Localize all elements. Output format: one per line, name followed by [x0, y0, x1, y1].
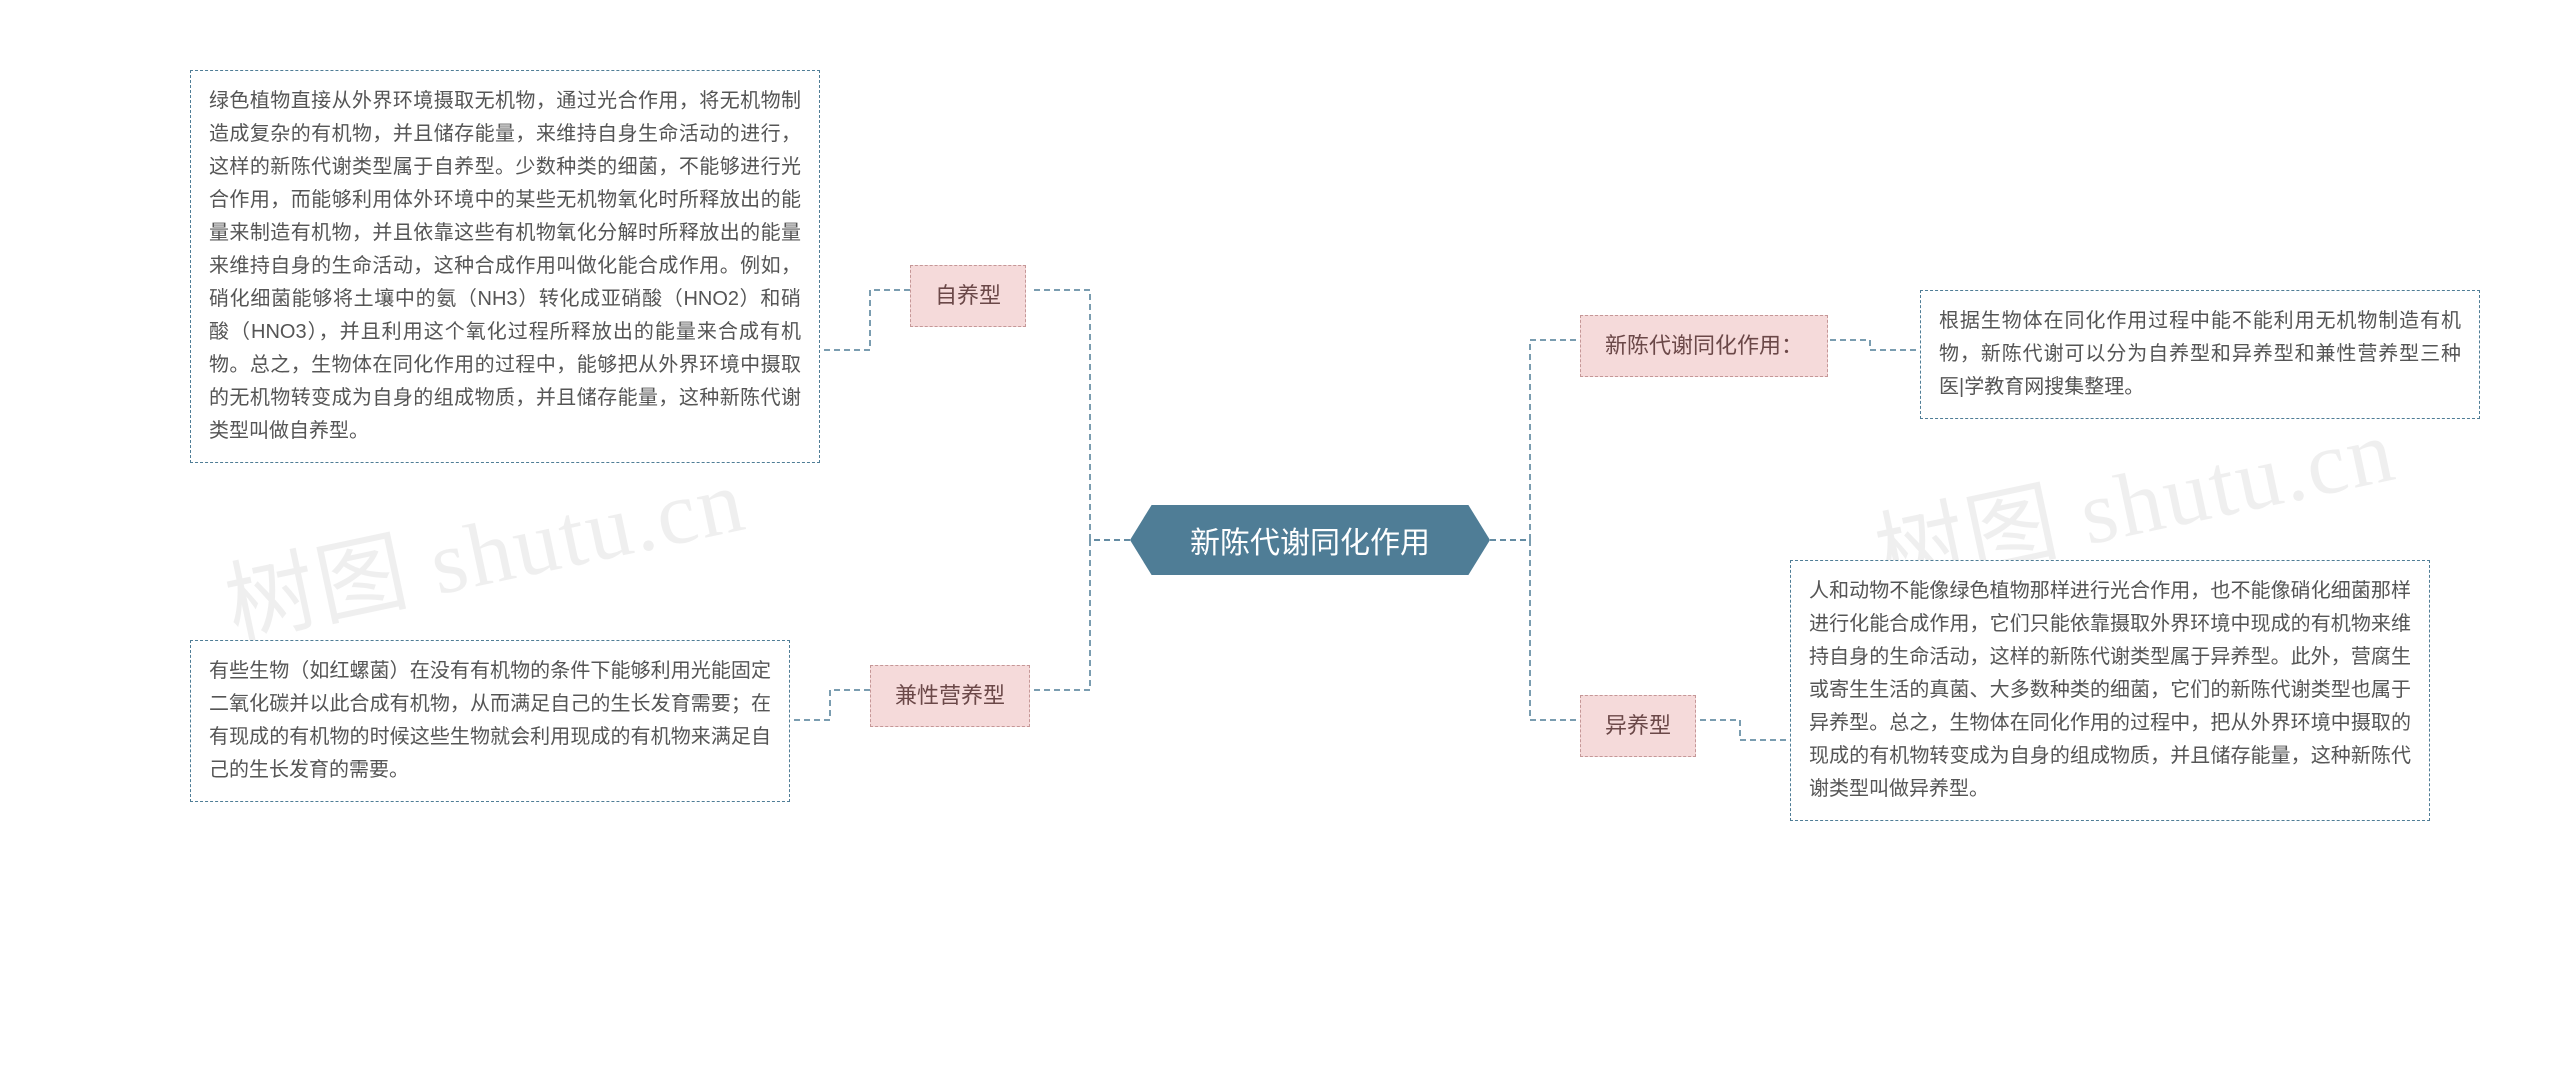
- leaf-heterotroph-desc: 人和动物不能像绿色植物那样进行光合作用，也不能像硝化细菌那样进行化能合成作用，它…: [1790, 560, 2430, 821]
- branch-heterotroph: 异养型: [1580, 695, 1696, 757]
- branch-intro: 新陈代谢同化作用：: [1580, 315, 1828, 377]
- center-node: 新陈代谢同化作用: [1130, 505, 1490, 575]
- leaf-intro-desc: 根据生物体在同化作用过程中能不能利用无机物制造有机物，新陈代谢可以分为自养型和异…: [1920, 290, 2480, 419]
- branch-autotroph: 自养型: [910, 265, 1026, 327]
- leaf-autotroph-desc: 绿色植物直接从外界环境摄取无机物，通过光合作用，将无机物制造成复杂的有机物，并且…: [190, 70, 820, 463]
- branch-facultative: 兼性营养型: [870, 665, 1030, 727]
- leaf-facultative-desc: 有些生物（如红螺菌）在没有有机物的条件下能够利用光能固定二氧化碳并以此合成有机物…: [190, 640, 790, 802]
